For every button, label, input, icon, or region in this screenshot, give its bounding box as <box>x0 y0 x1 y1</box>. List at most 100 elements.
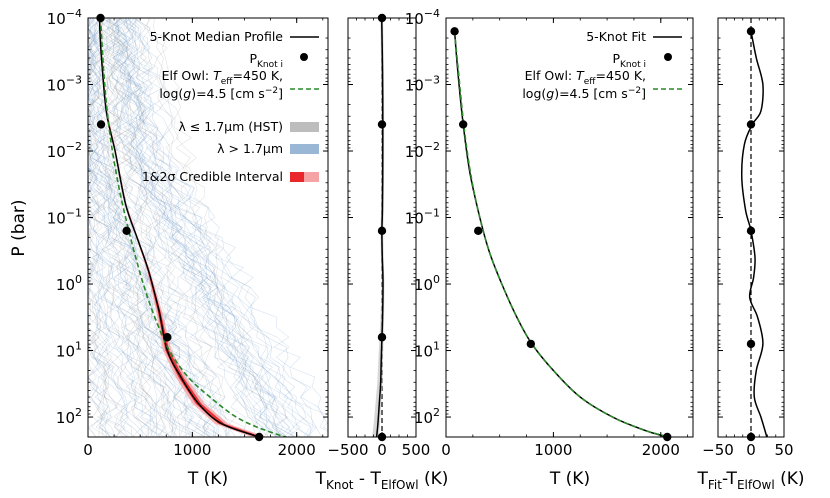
legend-knot-base: P <box>249 51 257 66</box>
sample-profile <box>108 18 269 437</box>
legend-elf2-exp: −2 <box>265 86 278 96</box>
sample-profile <box>88 18 161 437</box>
sample-profile <box>117 18 296 437</box>
ytick-base: 10 <box>47 10 66 28</box>
sample-profile <box>88 18 170 437</box>
median-profile-line <box>98 18 260 437</box>
sample-profile <box>88 18 166 437</box>
panel-b-knots <box>377 13 387 442</box>
sample-profile <box>132 18 265 437</box>
ytick-exp: −2 <box>66 140 82 153</box>
xtick-label: 0 <box>746 441 756 459</box>
ytick-base: 10 <box>405 143 424 161</box>
ytick-base: 10 <box>47 210 66 228</box>
legend-elfowl-line1: Elf Owl: Teff=450 K, <box>162 68 283 87</box>
sample-profile <box>130 18 328 430</box>
sample-profile <box>92 18 228 437</box>
panel-b-xticks: −500 0 500 <box>327 18 430 459</box>
sample-profile <box>88 18 119 437</box>
sample-profile <box>88 18 143 437</box>
xtick-label: 2000 <box>642 441 680 459</box>
sample-profile <box>134 18 328 432</box>
sample-profile <box>134 18 247 437</box>
xlabel-b: TKnot - TElfOwl (K) <box>315 469 449 492</box>
sample-profile <box>107 18 270 437</box>
sample-profile <box>88 18 113 437</box>
sample-profile <box>88 18 211 437</box>
ytick-label: 100 <box>414 273 440 294</box>
sample-profile <box>111 18 202 437</box>
xtick-label: 1000 <box>534 441 572 459</box>
sample-profile <box>129 18 323 437</box>
residual-band <box>372 18 385 437</box>
ytick-label: 10−2 <box>47 140 82 161</box>
sample-profile <box>115 18 288 437</box>
sample-profile <box>120 18 317 437</box>
legend-elf-a: Elf Owl: <box>162 68 213 83</box>
sample-profile <box>115 18 291 437</box>
ytick-label: 10−2 <box>405 140 440 161</box>
legend-c-knot-base: P <box>612 51 620 66</box>
legend-knot-sub: Knot i <box>257 60 283 70</box>
xlabel-b-end: (K) <box>419 469 449 489</box>
sample-profile <box>125 18 311 437</box>
xlabel-b-sub1: Knot <box>326 478 354 492</box>
knot-point <box>377 333 387 342</box>
sample-profile <box>88 18 103 437</box>
sample-profile <box>88 18 230 437</box>
legend-elfowl-line2: log(g)=4.5 [cm s−2] <box>159 86 283 101</box>
legend-elf-sub: eff <box>221 77 234 87</box>
legend-c: 5-Knot Fit PKnot i Elf Owl: Teff=450 K, … <box>522 29 682 101</box>
legend-hst-label: λ ≤ 1.7μm (HST) <box>178 119 283 134</box>
knot-point <box>377 226 387 236</box>
sample-profile <box>143 18 287 437</box>
ytick-exp: −3 <box>66 74 82 87</box>
sample-profile <box>94 18 159 437</box>
sample-profile <box>88 18 135 437</box>
xtick-label: 0 <box>377 441 387 459</box>
sample-profile <box>102 18 174 437</box>
sample-profile <box>88 18 126 437</box>
legend-long-label: λ > 1.7μm <box>217 141 283 156</box>
ytick-label: 102 <box>414 406 440 427</box>
xtick-label: 0 <box>83 441 93 459</box>
knot-point <box>122 226 131 236</box>
sample-profile <box>121 18 228 437</box>
ytick-label: 10−1 <box>405 207 440 228</box>
sample-profile <box>88 18 178 437</box>
ytick-base: 10 <box>56 343 75 361</box>
legend-c-elf2-g: g <box>546 86 554 101</box>
ytick-base: 10 <box>56 276 75 294</box>
xlabel-d-mid: -T <box>722 469 738 489</box>
legend-c-elf2-a: log( <box>522 86 546 101</box>
sample-profile <box>88 18 112 437</box>
knot-point <box>458 120 468 129</box>
legend-knot-swatch <box>300 53 308 61</box>
xlabel-a: T (K) <box>187 469 228 489</box>
sample-profile <box>88 18 173 437</box>
sample-profile <box>124 18 237 437</box>
legend-elf2-a: log( <box>159 86 183 101</box>
knot-point <box>450 27 459 36</box>
sample-profile <box>88 18 143 437</box>
xtick-label: 50 <box>774 441 793 459</box>
sample-profile <box>88 18 177 437</box>
sample-profile <box>153 18 270 437</box>
legend-elf2-g: g <box>183 86 191 101</box>
knot-point <box>377 120 387 129</box>
knot-point <box>746 27 756 36</box>
ytick-base: 10 <box>405 77 424 95</box>
sample-profile <box>94 18 150 437</box>
sample-profile <box>88 18 191 437</box>
ytick-exp: 0 <box>433 273 440 286</box>
legend-elf-b: =450 K, <box>233 68 283 83</box>
sample-profile <box>115 18 302 437</box>
legend-long-swatch <box>290 144 319 154</box>
ytick-base: 10 <box>405 10 424 28</box>
sample-profile <box>88 18 212 437</box>
panel-c-frame <box>445 17 694 438</box>
ytick-label: 10−3 <box>47 74 82 95</box>
panel-d: −50 0 50 <box>702 17 794 459</box>
sample-profile <box>88 18 185 437</box>
sample-profile <box>88 18 109 437</box>
